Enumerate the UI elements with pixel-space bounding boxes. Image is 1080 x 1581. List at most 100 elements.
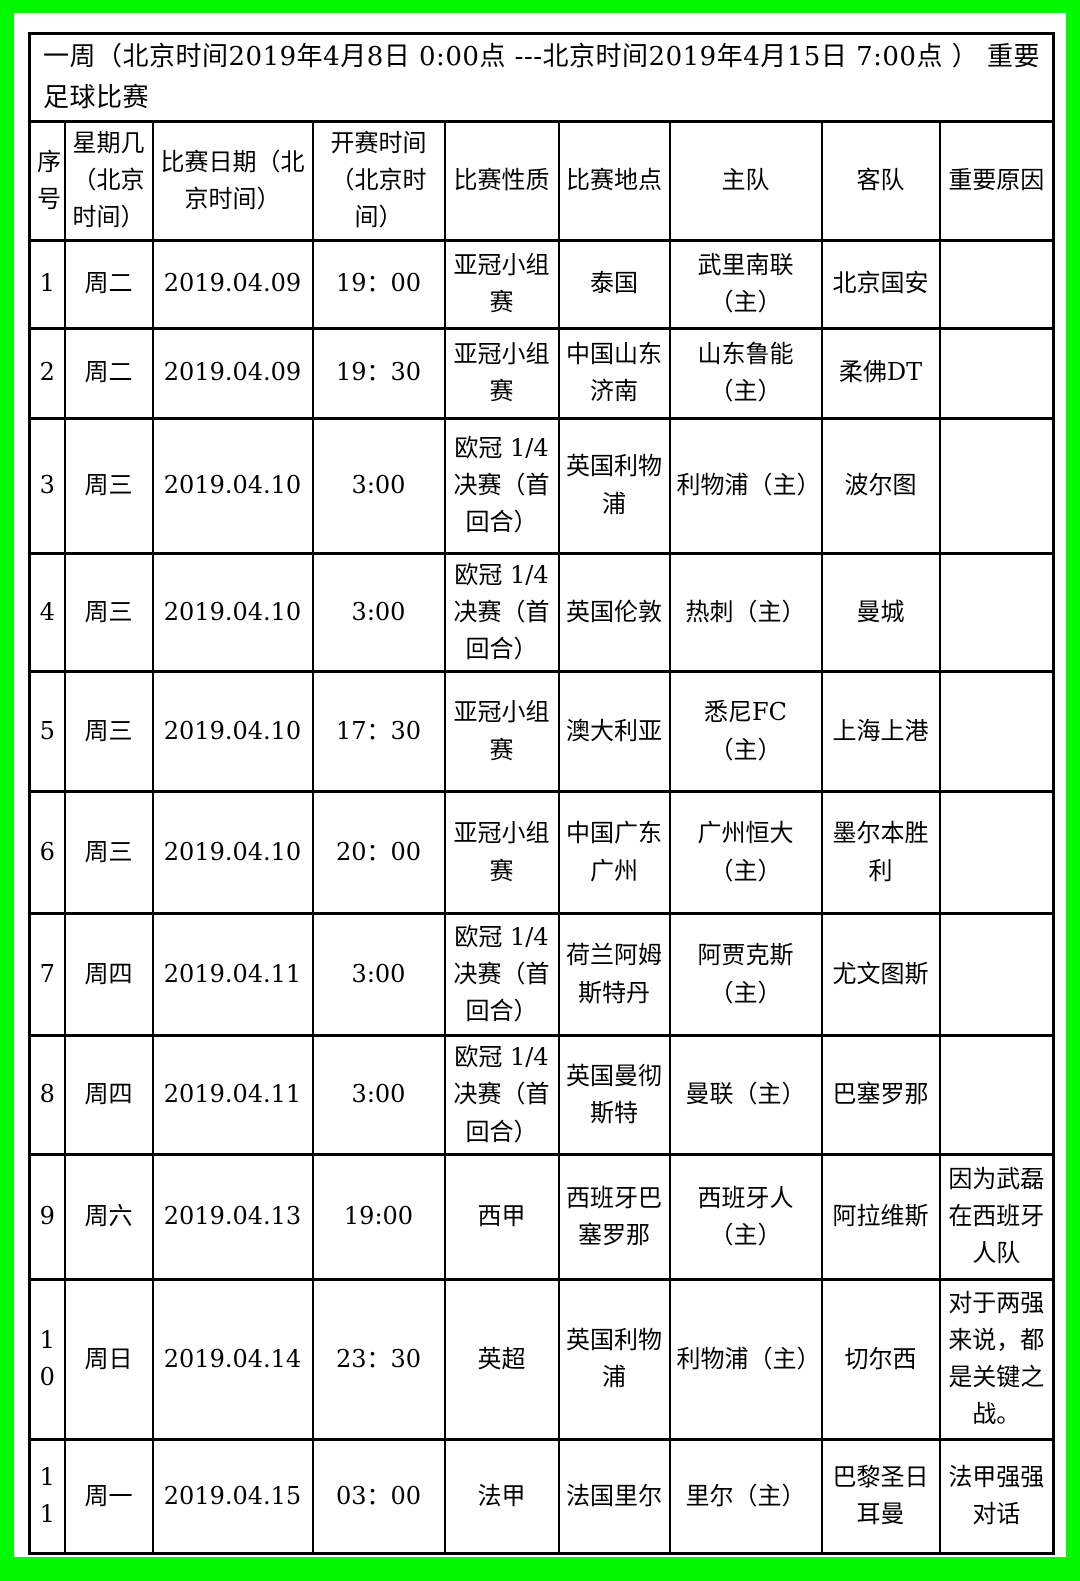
cell-away-team: 柔佛DT: [820, 326, 941, 420]
cell-reason: 因为武磊在西班牙人队: [938, 1152, 1055, 1281]
cell-venue: 澳大利亚: [557, 670, 671, 794]
cell-competition: 法甲: [443, 1437, 560, 1555]
cell-competition: 欧冠 1/4决赛（首回合）: [443, 551, 560, 674]
table-row: 5 周三 2019.04.10 17：30 亚冠小组赛 澳大利亚 悉尼FC（主） 上海上港: [28, 670, 1055, 794]
cell-weekday: 周二: [63, 326, 154, 420]
table-title: 一周（北京时间2019年4月8日 0:00点 ---北京时间2019年4月15日…: [28, 32, 1055, 123]
cell-venue: 英国伦敦: [557, 551, 671, 674]
cell-date: 2019.04.15: [151, 1437, 314, 1555]
table-row: 11 周一 2019.04.15 03：00 法甲 法国里尔 里尔（主） 巴黎圣日耳曼 法甲强强…: [28, 1437, 1055, 1555]
cell-reason: [938, 1034, 1055, 1156]
cell-reason: [938, 551, 1055, 674]
cell-home-team: 曼联（主）: [668, 1034, 823, 1156]
cell-time: 3:00: [311, 1034, 446, 1156]
cell-reason: 法甲强强对话: [938, 1437, 1055, 1555]
cell-home-team: 热刺（主）: [668, 551, 823, 674]
cell-competition: 亚冠小组赛: [443, 326, 560, 420]
cell-competition: 欧冠 1/4决赛（首回合）: [443, 912, 560, 1038]
header-home-team: 主队: [668, 120, 823, 242]
cell-date: 2019.04.09: [151, 326, 314, 420]
cell-home-team: 西班牙人（主）: [668, 1152, 823, 1281]
cell-home-team: 山东鲁能（主）: [668, 326, 823, 420]
cell-reason: [938, 912, 1055, 1038]
cell-index: 5: [28, 670, 66, 794]
cell-time: 3:00: [311, 551, 446, 674]
cell-away-team: 巴塞罗那: [820, 1034, 941, 1156]
cell-home-team: 武里南联（主）: [668, 238, 823, 330]
cell-venue: 中国广东广州: [557, 790, 671, 916]
cell-away-team: 曼城: [820, 551, 941, 674]
table-row: 3 周三 2019.04.10 3:00 欧冠 1/4决赛（首回合） 英国利物浦 利物浦（主…: [28, 416, 1055, 555]
cell-venue: 西班牙巴塞罗那: [557, 1152, 671, 1281]
cell-time: 3:00: [311, 416, 446, 555]
cell-reason: [938, 416, 1055, 555]
cell-time: 19：00: [311, 238, 446, 330]
cell-competition: 亚冠小组赛: [443, 790, 560, 916]
cell-venue: 英国利物浦: [557, 416, 671, 555]
cell-time: 17：30: [311, 670, 446, 794]
cell-index: 8: [28, 1034, 66, 1156]
match-schedule-table: 一周（北京时间2019年4月8日 0:00点 ---北京时间2019年4月15日…: [28, 32, 1056, 1555]
cell-weekday: 周日: [63, 1277, 154, 1441]
cell-home-team: 利物浦（主）: [668, 1277, 823, 1441]
cell-weekday: 周四: [63, 1034, 154, 1156]
cell-time: 20：00: [311, 790, 446, 916]
cell-competition: 欧冠 1/4决赛（首回合）: [443, 416, 560, 555]
cell-weekday: 周四: [63, 912, 154, 1038]
cell-date: 2019.04.10: [151, 670, 314, 794]
cell-time: 03：00: [311, 1437, 446, 1555]
cell-venue: 英国曼彻斯特: [557, 1034, 671, 1156]
cell-date: 2019.04.10: [151, 790, 314, 916]
cell-away-team: 巴黎圣日耳曼: [820, 1437, 941, 1555]
header-weekday: 星期几（北京时间）: [63, 120, 154, 242]
cell-home-team: 利物浦（主）: [668, 416, 823, 555]
header-date: 比赛日期（北京时间）: [151, 120, 314, 242]
cell-weekday: 周三: [63, 790, 154, 916]
cell-index: 3: [28, 416, 66, 555]
cell-competition: 西甲: [443, 1152, 560, 1281]
table-row: 2 周二 2019.04.09 19：30 亚冠小组赛 中国山东济南 山东鲁能（主） 柔佛DT: [28, 326, 1055, 420]
cell-weekday: 周二: [63, 238, 154, 330]
cell-weekday: 周三: [63, 551, 154, 674]
cell-venue: 英国利物浦: [557, 1277, 671, 1441]
cell-away-team: 切尔西: [820, 1277, 941, 1441]
cell-venue: 中国山东济南: [557, 326, 671, 420]
table-header-row: 序号 星期几（北京时间） 比赛日期（北京时间） 开赛时间（北京时间） 比赛性质 …: [28, 120, 1055, 242]
cell-time: 23：30: [311, 1277, 446, 1441]
cell-date: 2019.04.11: [151, 1034, 314, 1156]
cell-index: 4: [28, 551, 66, 674]
cell-competition: 欧冠 1/4决赛（首回合）: [443, 1034, 560, 1156]
cell-weekday: 周一: [63, 1437, 154, 1555]
cell-date: 2019.04.10: [151, 551, 314, 674]
cell-index: 6: [28, 790, 66, 916]
cell-time: 3:00: [311, 912, 446, 1038]
cell-date: 2019.04.14: [151, 1277, 314, 1441]
header-venue: 比赛地点: [557, 120, 671, 242]
cell-weekday: 周三: [63, 416, 154, 555]
header-reason: 重要原因: [938, 120, 1055, 242]
cell-competition: 亚冠小组赛: [443, 670, 560, 794]
cell-home-team: 广州恒大（主）: [668, 790, 823, 916]
cell-reason: [938, 238, 1055, 330]
table-row: 7 周四 2019.04.11 3:00 欧冠 1/4决赛（首回合） 荷兰阿姆斯特丹 阿贾克…: [28, 912, 1055, 1038]
table-title-row: 一周（北京时间2019年4月8日 0:00点 ---北京时间2019年4月15日…: [28, 32, 1055, 123]
header-time: 开赛时间（北京时间）: [311, 120, 446, 242]
cell-date: 2019.04.13: [151, 1152, 314, 1281]
header-competition: 比赛性质: [443, 120, 560, 242]
cell-index: 9: [28, 1152, 66, 1281]
cell-index: 11: [28, 1437, 66, 1555]
cell-date: 2019.04.09: [151, 238, 314, 330]
cell-index: 1: [28, 238, 66, 330]
table-row: 8 周四 2019.04.11 3:00 欧冠 1/4决赛（首回合） 英国曼彻斯特 曼联（主…: [28, 1034, 1055, 1156]
cell-home-team: 悉尼FC（主）: [668, 670, 823, 794]
cell-date: 2019.04.10: [151, 416, 314, 555]
cell-home-team: 里尔（主）: [668, 1437, 823, 1555]
table-row: 1 周二 2019.04.09 19：00 亚冠小组赛 泰国 武里南联（主） 北京国安: [28, 238, 1055, 330]
cell-index: 2: [28, 326, 66, 420]
cell-away-team: 尤文图斯: [820, 912, 941, 1038]
cell-date: 2019.04.11: [151, 912, 314, 1038]
cell-away-team: 上海上港: [820, 670, 941, 794]
cell-reason: [938, 790, 1055, 916]
cell-competition: 英超: [443, 1277, 560, 1441]
